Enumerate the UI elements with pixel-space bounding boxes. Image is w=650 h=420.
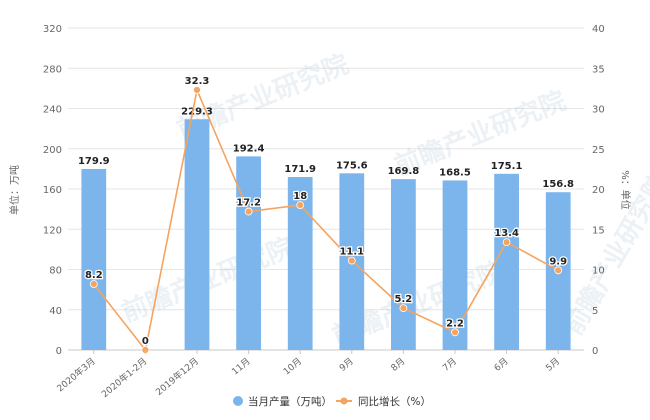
bar-data-labels: 179.9 229.3 192.4 171.9 175.6 169.8 168.5 175.1… [78,106,574,190]
y2-tick-label: 0 [592,346,598,357]
legend-bar-marker [233,396,243,406]
legend-line-dot [340,397,348,405]
bar-value-label: 175.1 [491,161,523,172]
y2-tick-label: 15 [592,225,605,236]
y-tick-label: 0 [56,346,62,357]
line-value-label: 5.2 [395,294,413,305]
y2-tick-label: 35 [592,64,605,75]
y-axis-title: 单位：万吨 [8,165,21,215]
line-point [244,207,253,216]
line-point [451,328,459,337]
bar-value-label: 169.8 [388,166,420,177]
bar-value-label: 192.4 [233,143,265,154]
line-value-label: 0 [142,336,149,347]
line-point [193,86,201,94]
y-tick-label: 160 [43,185,62,196]
x-tick-label: 10月 [281,356,304,378]
y2-tick-label: 10 [592,266,605,277]
x-tick-label: 2020年1-2月 [99,355,149,400]
line-point [347,256,356,265]
bar [442,180,468,350]
bar-value-label: 156.8 [542,179,574,190]
y2-tick-label: 25 [592,145,605,156]
line-point [89,280,98,288]
bar-value-label: 171.9 [284,164,316,175]
line-value-label: 13.4 [494,228,519,239]
y-tick-label: 200 [43,145,62,156]
line-value-label: 2.2 [446,318,464,329]
x-tick-label: 8月 [389,356,407,374]
legend: 当月产量（万吨） 同比增长（%） [233,395,431,408]
line-value-label: 11.1 [339,247,364,258]
x-tick-label: 7月 [441,356,459,374]
growth-line [93,87,559,352]
line-value-label: 8.2 [85,270,103,281]
y2-tick-label: 5 [592,306,598,317]
x-tick-label: 2019年12月 [153,355,201,398]
legend-bar-label: 当月产量（万吨） [248,395,332,408]
bar-value-label: 168.5 [439,167,471,178]
y-tick-label: 240 [43,105,62,116]
y-tick-label: 80 [49,266,62,277]
bar [81,168,107,350]
bar-value-label: 229.3 [181,106,213,117]
line-point [502,238,511,247]
line-value-label: 32.3 [185,76,210,87]
line-point [554,266,563,275]
bar-series [81,119,571,350]
bar [184,119,210,350]
bar [236,156,261,350]
y-tick-label: 280 [43,64,62,75]
x-tick-label: 2020年3月 [54,355,97,394]
y2-tick-label: 30 [592,105,605,116]
line-value-label: 9.9 [549,256,567,267]
legend-line-label: 同比增长（%） [358,395,431,408]
bar-value-label: 175.6 [336,160,368,171]
x-tick-label: 6月 [492,356,510,374]
y2-tick-label: 20 [592,185,605,196]
line-value-label: 18 [293,191,307,202]
y-tick-label: 120 [43,225,62,236]
x-tick-label: 11月 [230,356,253,378]
y-tick-label: 40 [49,306,62,317]
bar [391,179,416,350]
y2-tick-label: 40 [592,24,605,35]
y-tick-label: 320 [43,24,62,35]
bar [494,173,519,350]
line-point [296,201,305,210]
y2-axis-title: %：单位 [619,170,632,210]
x-tick-label: 5月 [544,356,562,374]
bar-value-label: 179.9 [78,156,110,167]
line-value-label: 17.2 [236,198,261,209]
x-tick-label: 9月 [337,356,355,374]
line-point [399,304,408,313]
